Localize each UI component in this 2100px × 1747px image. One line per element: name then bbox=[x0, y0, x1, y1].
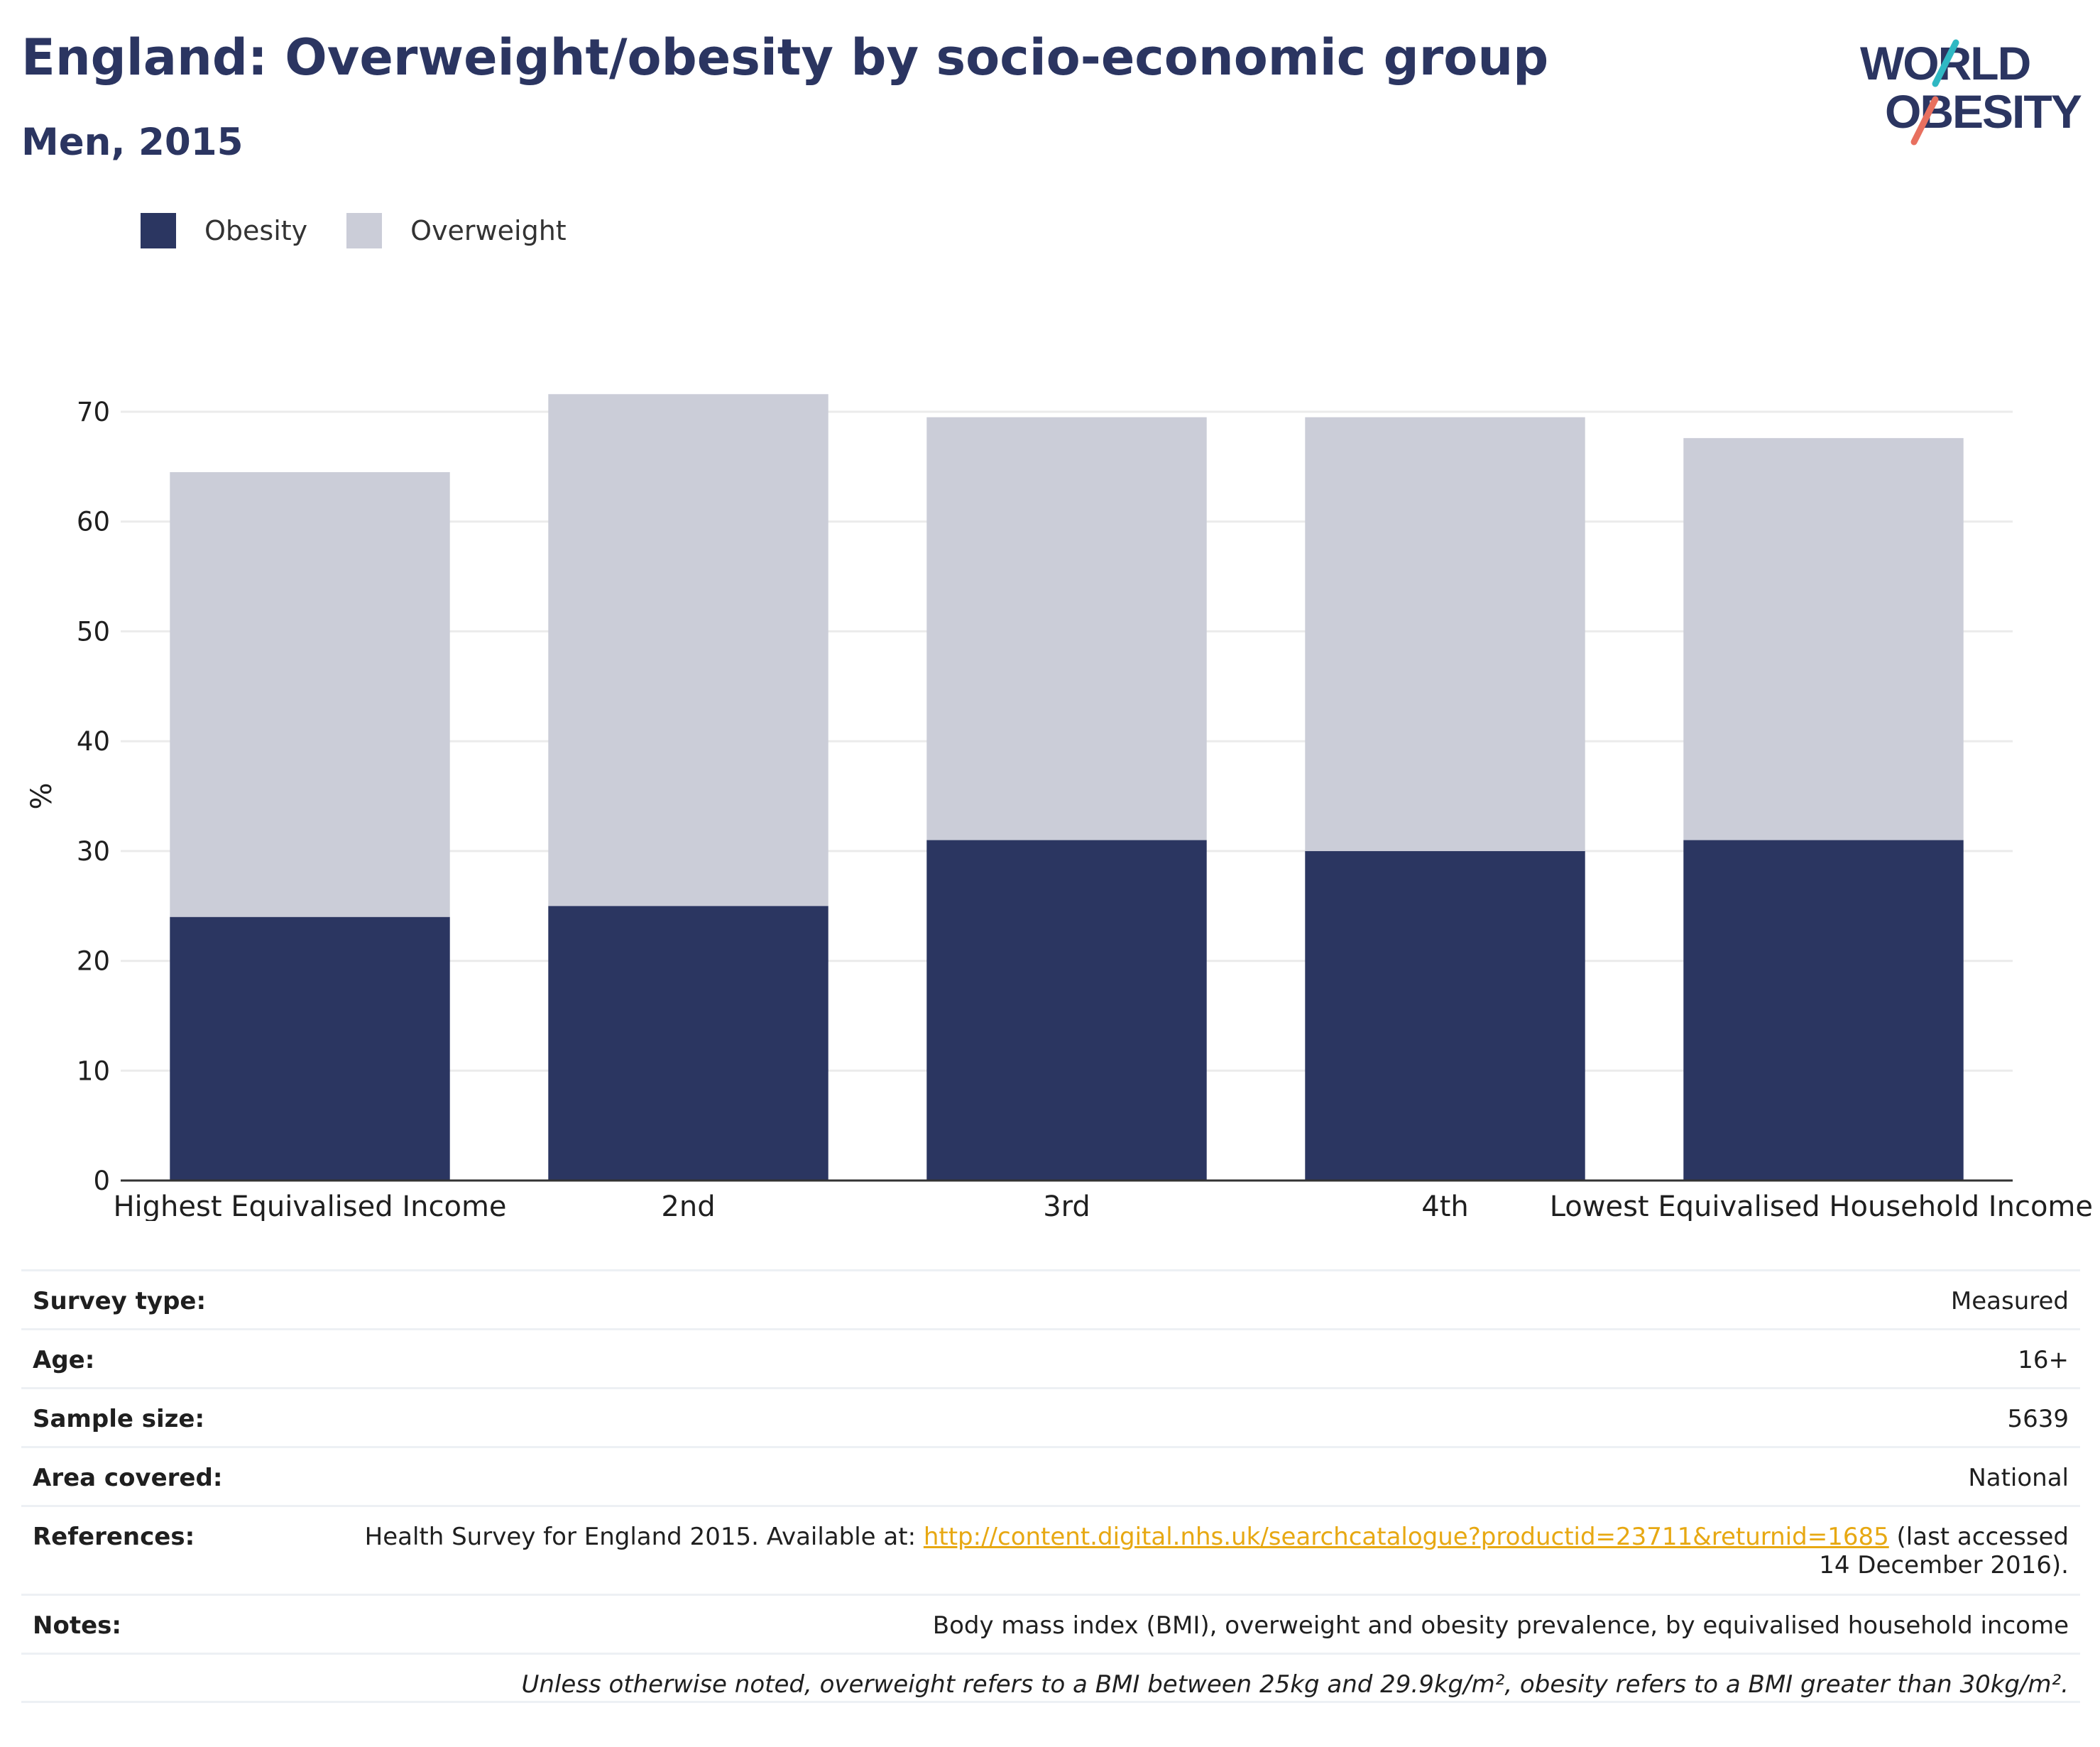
survey-type-value: Measured bbox=[1950, 1287, 2069, 1315]
footnote-text: Unless otherwise noted, overweight refer… bbox=[521, 1670, 2069, 1699]
area-label: Area covered: bbox=[33, 1464, 223, 1492]
y-tick-label: 70 bbox=[77, 397, 110, 427]
y-tick-label: 20 bbox=[77, 946, 110, 977]
bar-obesity bbox=[1683, 840, 1964, 1181]
page-title: England: Overweight/obesity by socio-eco… bbox=[21, 28, 1549, 87]
info-row-footnote: Unless otherwise noted, overweight refer… bbox=[21, 1655, 2080, 1703]
bar-obesity bbox=[170, 916, 450, 1181]
bar-obesity bbox=[548, 906, 828, 1181]
survey-info-table: Survey type: Measured Age: 16+ Sample si… bbox=[21, 1269, 2080, 1703]
legend-swatch-overweight bbox=[346, 213, 383, 248]
y-tick-label: 30 bbox=[77, 836, 110, 867]
world-obesity-logo: WORLD OBESITY bbox=[1860, 37, 2083, 146]
y-tick-label: 0 bbox=[93, 1166, 110, 1196]
sample-size-value: 5639 bbox=[2007, 1405, 2069, 1433]
logo-slash-coral bbox=[1910, 96, 1939, 146]
survey-type-label: Survey type: bbox=[33, 1287, 207, 1315]
notes-label: Notes: bbox=[33, 1611, 121, 1640]
sample-size-label: Sample size: bbox=[33, 1405, 205, 1433]
x-tick-label: Highest Equivalised Income bbox=[113, 1190, 506, 1221]
references-suffix: (last accessed 14 December 2016). bbox=[1819, 1523, 2069, 1579]
bar-overweight bbox=[926, 417, 1207, 840]
logo-slash-teal bbox=[1932, 39, 1959, 87]
legend-item-overweight: Overweight bbox=[346, 213, 567, 248]
references-prefix: Health Survey for England 2015. Availabl… bbox=[364, 1523, 924, 1551]
info-row-area: Area covered: National bbox=[21, 1448, 2080, 1507]
logo-word-bottom: OBESITY bbox=[1885, 85, 2082, 138]
legend-label-obesity: Obesity bbox=[204, 215, 308, 246]
y-axis-title: % bbox=[26, 782, 58, 809]
age-value: 16+ bbox=[2018, 1346, 2069, 1374]
bar-obesity bbox=[1305, 850, 1585, 1181]
y-tick-label: 60 bbox=[77, 507, 110, 537]
info-row-age: Age: 16+ bbox=[21, 1330, 2080, 1389]
x-tick-label: 2nd bbox=[661, 1190, 715, 1221]
bar-overweight bbox=[548, 394, 828, 907]
references-label: References: bbox=[33, 1523, 195, 1551]
legend-label-overweight: Overweight bbox=[410, 215, 567, 246]
page-subtitle: Men, 2015 bbox=[21, 121, 244, 164]
y-tick-label: 10 bbox=[77, 1056, 110, 1086]
bar-overweight bbox=[1305, 417, 1585, 851]
legend-swatch-obesity bbox=[141, 213, 176, 248]
references-link[interactable]: http://content.digital.nhs.uk/searchcata… bbox=[923, 1523, 1889, 1551]
y-tick-label: 40 bbox=[77, 726, 110, 757]
notes-value: Body mass index (BMI), overweight and ob… bbox=[932, 1611, 2069, 1640]
area-value: National bbox=[1968, 1464, 2069, 1492]
x-tick-label: 4th bbox=[1421, 1190, 1468, 1221]
chart-legend: Obesity Overweight bbox=[141, 209, 606, 252]
age-label: Age: bbox=[33, 1346, 95, 1374]
bar-overweight bbox=[170, 472, 450, 917]
bar-overweight bbox=[1683, 438, 1964, 840]
info-row-survey-type: Survey type: Measured bbox=[21, 1271, 2080, 1330]
x-tick-label: 3rd bbox=[1043, 1190, 1090, 1221]
info-row-references: References: Health Survey for England 20… bbox=[21, 1507, 2080, 1596]
legend-item-obesity: Obesity bbox=[141, 213, 307, 248]
references-value: Health Survey for England 2015. Availabl… bbox=[329, 1523, 2069, 1579]
x-tick-label: Lowest Equivalised Household Income bbox=[1550, 1190, 2093, 1221]
info-row-sample-size: Sample size: 5639 bbox=[21, 1389, 2080, 1448]
y-tick-label: 50 bbox=[77, 616, 110, 647]
stacked-bar-chart: 0 10 20 30 40 50 60 70% Highest Equivalised Inco… bbox=[26, 394, 2093, 1221]
info-row-notes: Notes: Body mass index (BMI), overweight… bbox=[21, 1596, 2080, 1655]
bar-obesity bbox=[926, 840, 1207, 1181]
